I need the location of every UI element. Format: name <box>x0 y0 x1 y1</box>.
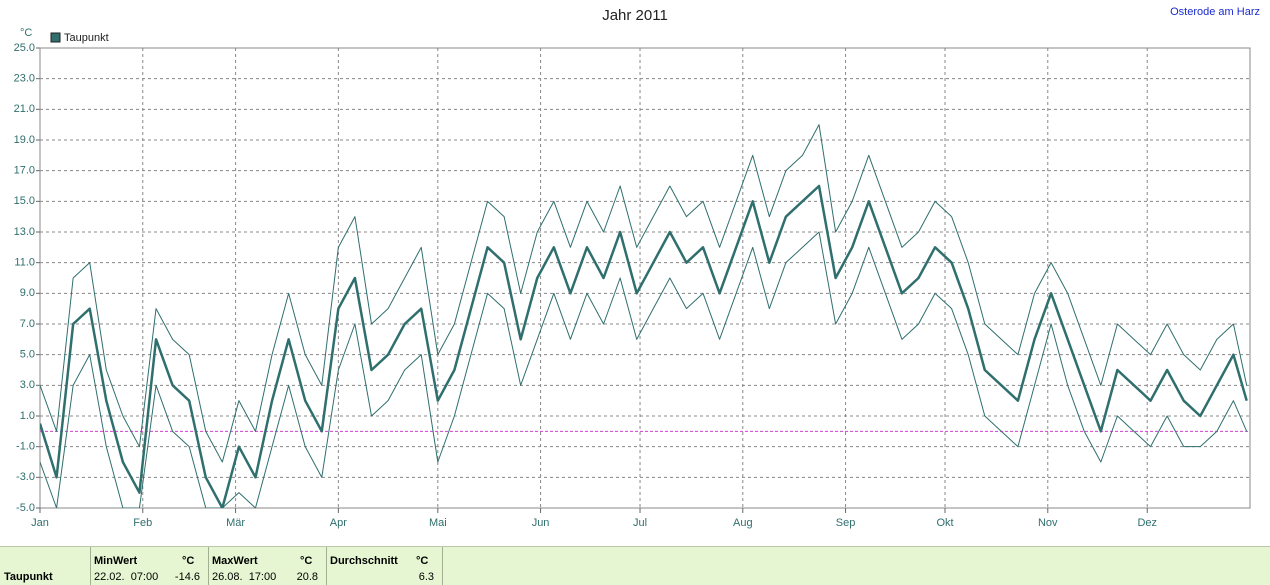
x-tick-label: Apr <box>330 517 347 529</box>
x-tick-label: Okt <box>936 517 953 529</box>
column-value: 20.8 <box>296 571 318 583</box>
column-separator <box>442 547 443 585</box>
series-line <box>40 231 1248 508</box>
x-tick-label: Jul <box>633 517 647 529</box>
y-tick-label: 9.0 <box>20 287 35 299</box>
row-label: Taupunkt <box>4 571 53 583</box>
column-value: 6.3 <box>418 571 434 583</box>
column-time: 22.02. 07:00 <box>94 571 159 583</box>
x-tick-label: Mai <box>429 517 447 529</box>
x-tick-label: Nov <box>1038 517 1058 529</box>
y-tick-label: -3.0 <box>16 471 35 483</box>
column-header: MaxWert <box>212 555 258 567</box>
x-tick-label: Dez <box>1137 517 1157 529</box>
column-value: -14.6 <box>174 571 200 583</box>
x-tick-label: Mär <box>226 517 245 529</box>
column-unit: °C <box>416 555 429 567</box>
column-header: MinWert <box>94 555 138 567</box>
y-tick-label: 7.0 <box>20 318 35 330</box>
y-tick-label: 5.0 <box>20 349 35 361</box>
y-tick-label: 17.0 <box>14 165 35 177</box>
column-separator <box>208 547 209 585</box>
y-tick-label: 23.0 <box>14 73 35 85</box>
column-separator <box>326 547 327 585</box>
location: Osterode am Harz <box>1170 6 1260 18</box>
x-tick-label: Jan <box>31 517 49 529</box>
y-tick-label: 15.0 <box>14 195 35 207</box>
y-tick-label: 13.0 <box>14 226 35 238</box>
column-header: Durchschnitt <box>330 555 398 567</box>
summary-panel: Taupunkt MinWert °C 22.02. 07:00 -14.6 MaxWer… <box>0 546 1270 585</box>
y-tick-label: 3.0 <box>20 379 35 391</box>
y-tick-label: 25.0 <box>14 42 35 54</box>
column-time: 26.08. 17:00 <box>212 571 277 583</box>
y-tick-label: 11.0 <box>14 257 35 269</box>
y-unit: °C <box>20 27 32 39</box>
x-tick-label: Sep <box>836 517 856 529</box>
y-tick-label: -1.0 <box>16 441 35 453</box>
legend-swatch <box>50 32 61 43</box>
chart-title: Jahr 2011 <box>602 7 668 24</box>
y-tick-label: 21.0 <box>14 103 35 115</box>
y-tick-label: 1.0 <box>20 410 35 422</box>
column-unit: °C <box>300 555 313 567</box>
x-tick-label: Aug <box>733 517 753 529</box>
legend-label: Taupunkt <box>64 32 109 44</box>
y-tick-label: -5.0 <box>16 502 35 514</box>
series-line <box>40 184 1248 508</box>
column-unit: °C <box>182 555 195 567</box>
x-tick-label: Jun <box>532 517 550 529</box>
chart: Jahr 2011 Osterode am Harz °C -5.0 -3.0 -1… <box>14 6 1260 529</box>
x-tick-label: Feb <box>133 517 152 529</box>
y-tick-label: 19.0 <box>14 134 35 146</box>
series-line <box>40 124 1248 463</box>
column-separator <box>90 547 91 585</box>
